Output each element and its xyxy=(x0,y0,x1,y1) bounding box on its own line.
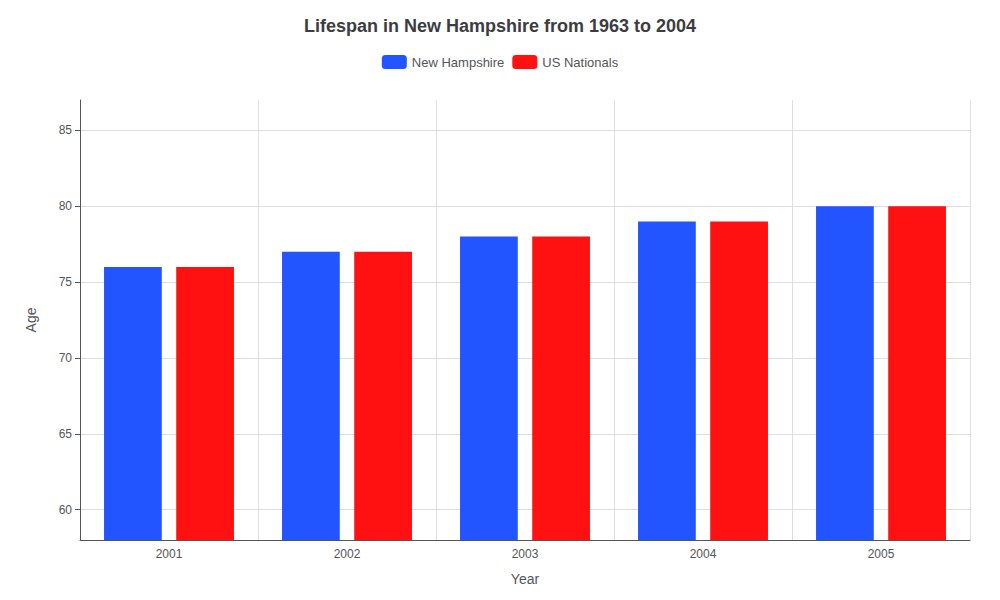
svg-text:2004: 2004 xyxy=(690,547,717,561)
svg-text:2001: 2001 xyxy=(156,547,183,561)
svg-text:2002: 2002 xyxy=(334,547,361,561)
svg-text:70: 70 xyxy=(59,351,73,365)
svg-text:65: 65 xyxy=(59,427,73,441)
svg-text:60: 60 xyxy=(59,503,73,517)
svg-text:New Hampshire: New Hampshire xyxy=(412,55,504,70)
svg-text:80: 80 xyxy=(59,199,73,213)
svg-text:85: 85 xyxy=(59,123,73,137)
svg-text:Lifespan in New Hampshire from: Lifespan in New Hampshire from 1963 to 2… xyxy=(304,16,696,36)
svg-text:2005: 2005 xyxy=(868,547,895,561)
svg-text:Year: Year xyxy=(511,571,540,587)
svg-text:2003: 2003 xyxy=(512,547,539,561)
svg-text:US Nationals: US Nationals xyxy=(542,55,618,70)
svg-text:75: 75 xyxy=(59,275,73,289)
svg-text:Age: Age xyxy=(23,307,39,332)
